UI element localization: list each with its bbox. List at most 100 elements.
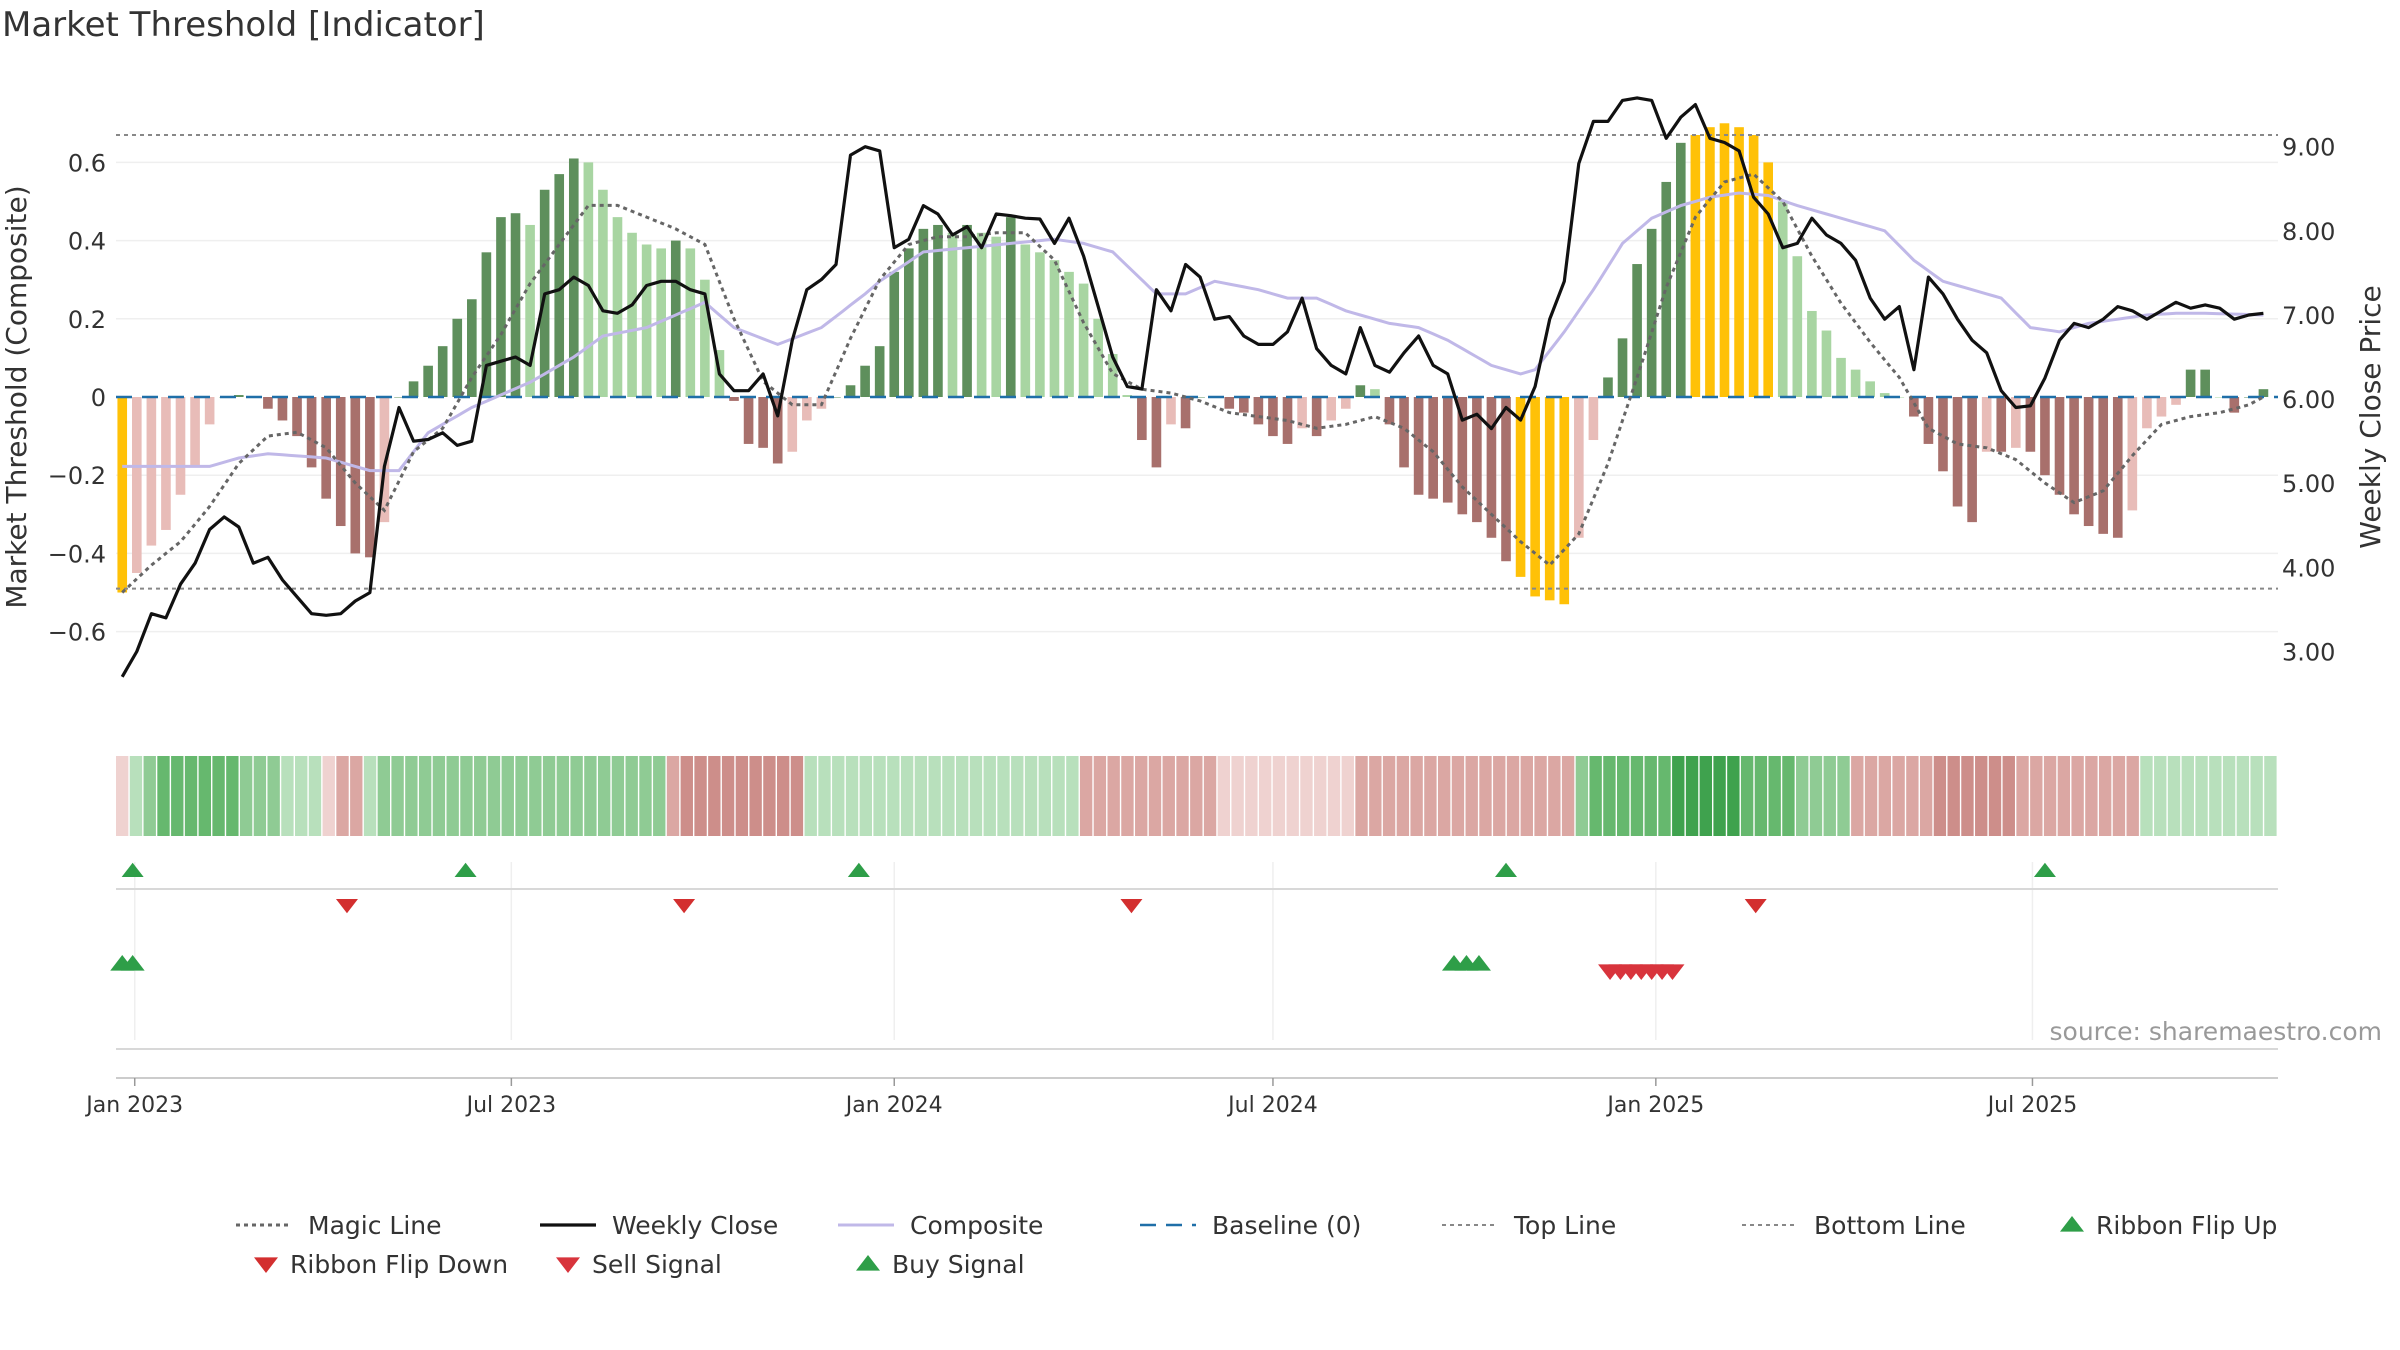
composite-bar [1297,397,1307,429]
sell-signal-marker [1660,964,1685,980]
composite-bar [1981,397,1992,452]
composite-bar [2200,369,2210,397]
ribbon-cell [708,756,721,836]
ribbon-cell [956,756,969,836]
composite-bar [1340,397,1351,409]
ribbon-cell [1988,756,2002,836]
composite-bar [1777,201,1788,397]
composite-bar [1952,397,1963,507]
composite-bar [321,397,331,499]
composite-bar [1442,397,1453,503]
composite-bar [1049,260,1060,397]
legend-item: Ribbon Flip Up [2060,1211,2277,1240]
composite-bar [612,217,623,397]
ribbon-cell [363,756,377,836]
composite-bar [292,397,302,437]
composite-bar [1807,310,1817,397]
ribbon-cell [1768,756,1781,836]
composite-bar [1355,385,1366,397]
composite-bar [1282,397,1293,444]
composite-bar [1967,397,1977,523]
composite-bar [1268,397,1278,437]
ribbon-cell [1121,756,1134,836]
composite-bar [481,252,492,397]
composite-bar [1486,397,1497,538]
ribbon-cell [1396,756,1410,836]
composite-bar [598,189,608,397]
composite-bar [1399,397,1409,468]
ribbon-cell [1341,756,1354,836]
composite-bar [685,248,696,397]
ribbon-cell [1782,756,1795,836]
ribbon-cell [2071,756,2084,836]
ribbon-cell [1258,756,1272,836]
ribbon-cell [1066,756,1079,836]
legend-item: Sell Signal [556,1250,722,1279]
composite-bar [729,397,739,401]
composite-bar [1457,397,1468,515]
composite-bar [1763,162,1773,397]
composite-bar [204,397,215,425]
composite-bar [263,397,273,409]
y-tick-label: 0 [91,384,106,412]
ribbon-cell [1644,756,1657,836]
composite-bar [1501,397,1511,562]
ribbon-cell [1630,756,1644,836]
ribbon-cell [212,756,225,836]
composite-bar [641,244,652,397]
ribbon-cell [1561,756,1575,836]
series-lines [120,96,2265,678]
composite-bar [860,365,870,397]
legend-label: Sell Signal [592,1250,722,1279]
ribbon-cell [336,756,349,836]
ribbon-flip-down-marker [1120,898,1143,914]
composite-bar [1603,377,1613,397]
composite-bar [1107,353,1118,397]
composite-bar [452,318,463,397]
ribbon-cell [1520,756,1533,836]
ribbon-cell [239,756,253,836]
legend-item: Composite [838,1211,1043,1240]
y-axis-right-label: Weekly Close Price [2354,285,2387,548]
ribbon-cell [405,756,418,836]
composite-bar [1093,318,1103,397]
ribbon-cell [1837,756,1850,836]
ribbon-cell [1906,756,1919,836]
ribbon-cell [1314,756,1327,836]
ribbon-cell [1245,756,1258,836]
ribbon-cell [1754,756,1768,836]
triangle-down-icon [254,1257,278,1273]
composite-bar [1530,397,1540,597]
composite-bar [1151,397,1162,468]
y-right-tick-label: 8.00 [2282,218,2335,246]
composite-bar [1239,397,1249,413]
ribbon-cell [1424,756,1437,836]
composite-bar [1020,244,1031,397]
ribbon-cell [1589,756,1602,836]
ribbon-cell [1823,756,1836,836]
composite-bar [365,397,375,558]
ribbon-cell [1217,756,1231,836]
composite-bar [496,217,506,397]
ribbon-cell [1355,756,1368,836]
composite-bar [350,397,361,554]
ribbon-cell [2167,756,2181,836]
composite-bar [1180,397,1191,429]
x-tick-label: Jan 2024 [844,1093,943,1118]
composite-bar [874,346,885,397]
composite-bar [1544,397,1555,601]
ribbon-cell [198,756,211,836]
composite-bar [1574,397,1584,538]
composite-bar [831,397,841,398]
ribbon-cell [1300,756,1313,836]
triangle-down-icon [556,1257,580,1273]
ribbon-cell [253,756,267,836]
ribbon-cell [1892,756,1905,836]
ribbon-cell [1479,756,1492,836]
composite-bar [467,299,477,397]
composite-bar [743,397,754,444]
y-right-tick-label: 7.00 [2282,302,2335,330]
ribbon-cell [776,756,790,836]
ribbon-cell [832,756,845,836]
composite-bar [1719,123,1730,398]
